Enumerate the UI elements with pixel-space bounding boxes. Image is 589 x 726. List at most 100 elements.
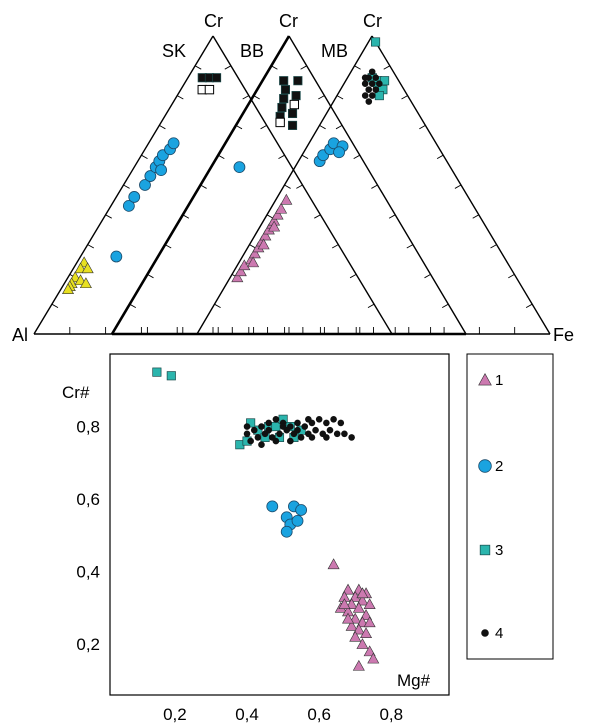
ternary-tick: [301, 154, 309, 160]
ternary-point-dot: [368, 68, 376, 76]
ternary-tick: [525, 303, 533, 309]
scatter-point-dot: [265, 426, 272, 434]
scatter-point-triangle: [327, 558, 340, 570]
apex-label-al: Al: [12, 325, 28, 345]
scatter-point-dot: [258, 423, 265, 430]
ternary-point-triangle: [81, 262, 94, 274]
ternary-point-dot: [369, 92, 376, 99]
scatter-point-triangle: [342, 583, 355, 595]
ternary-point-triangle: [259, 229, 272, 241]
legend-marker-triangle: [478, 373, 492, 386]
ternary-tick: [490, 244, 497, 249]
ternary-tick: [214, 303, 221, 309]
ternary-tick: [314, 214, 321, 219]
ternary-point-circle: [144, 170, 157, 182]
legend-marker-dot: [481, 629, 489, 637]
apex-label-cr-sk: Cr: [204, 11, 223, 31]
ternary-tick: [182, 214, 190, 219]
ternary-tick: [296, 184, 303, 189]
scatter-point-dot: [297, 434, 305, 441]
ternary-point-square: [279, 94, 289, 104]
ternary-point-square: [279, 76, 289, 86]
scatter-point-dot: [312, 426, 319, 434]
scatter-point-dot: [337, 419, 345, 427]
ternary-point-circle: [139, 179, 151, 191]
scatter-point-triangle: [342, 612, 355, 624]
legend-marker-circle: [478, 459, 492, 473]
scatter-point-dot: [265, 419, 272, 427]
scatter-point-dot: [315, 415, 323, 423]
ternary-tick: [242, 95, 250, 100]
ternary-tick: [87, 244, 95, 249]
ternary-point-dot: [365, 98, 373, 105]
scatter-point-dot: [301, 423, 309, 430]
ternary-tick: [406, 244, 414, 249]
scatter-point-dot: [341, 430, 348, 438]
ternary-tick: [353, 154, 361, 160]
scatter-point-dot: [287, 437, 294, 445]
scatter-point-square: [166, 371, 176, 381]
ternary-tick: [300, 65, 307, 70]
scatter-point-dot: [258, 441, 265, 448]
ternary-tick: [159, 125, 166, 130]
ternary-point-triangle: [231, 271, 244, 283]
scatter-point-dot: [247, 437, 254, 445]
y-tick-label: 0,2: [76, 635, 100, 654]
panel-label-sk: SK: [162, 41, 186, 61]
ternary-tick: [318, 95, 325, 100]
x-tick-label: 0,4: [235, 705, 259, 724]
ternary-tick: [441, 303, 449, 309]
plot-frame: [109, 353, 450, 696]
ternary-tick: [331, 244, 339, 249]
ternary-tick: [319, 125, 326, 130]
ternary-tick: [436, 154, 444, 160]
ternary-tick: [278, 154, 285, 159]
scatter-point-triangle: [363, 616, 376, 628]
ternary-bb: [110, 35, 467, 336]
scatter-point-dot: [323, 419, 330, 427]
scatter-point-triangle: [352, 623, 365, 635]
scatter-point-dot: [279, 423, 287, 430]
ternary-tick: [388, 214, 396, 219]
ternary-point-square: [287, 108, 298, 119]
ternary-point-triangle: [268, 220, 281, 232]
ternary-tick: [253, 95, 260, 100]
ternary-tick: [51, 303, 59, 308]
x-tick-label: 0,2: [163, 705, 187, 724]
ternary-tick: [354, 65, 361, 70]
apex-label-cr-bb: Cr: [279, 11, 298, 31]
y-axis-label: Cr#: [62, 383, 90, 402]
ternary-point-square: [280, 85, 291, 95]
ternary-tick: [335, 125, 343, 130]
scatter-point-square: [152, 367, 162, 377]
ternary-tick: [383, 65, 391, 70]
ternary-tick: [249, 244, 256, 249]
scatter-point-dot: [294, 419, 301, 427]
legend-box: [466, 353, 554, 660]
ternary-point-triangle: [280, 193, 293, 205]
scatter-point-dot: [333, 430, 341, 438]
legend-label: 4: [495, 625, 503, 642]
ternary-tick: [284, 184, 291, 189]
ternary-tick: [424, 274, 431, 279]
ternary-tick: [260, 125, 267, 130]
ternary-tick: [194, 65, 202, 70]
x-axis-label: Mg#: [397, 671, 431, 690]
ternary-point-triangle: [248, 247, 261, 259]
apex-label-cr-mb: Cr: [363, 11, 382, 31]
ternary-point-square: [277, 102, 287, 113]
x-tick-label: 0,8: [379, 705, 403, 724]
scatter-point-circle: [280, 525, 293, 538]
ternary-point-triangle: [234, 265, 247, 277]
ternary-tick: [367, 303, 375, 308]
ternary-tick: [129, 303, 137, 309]
legend-marker-square: [479, 544, 491, 556]
ternary-point-square: [212, 73, 222, 83]
ternary-tick: [105, 214, 112, 219]
scatter-point-dot: [254, 434, 262, 441]
ternary-point-square: [293, 76, 303, 86]
scatter-point-triangle: [345, 619, 358, 631]
ternary-tick: [147, 274, 154, 279]
panel-label-bb: BB: [240, 41, 264, 61]
ternary-point-dot: [361, 74, 369, 82]
